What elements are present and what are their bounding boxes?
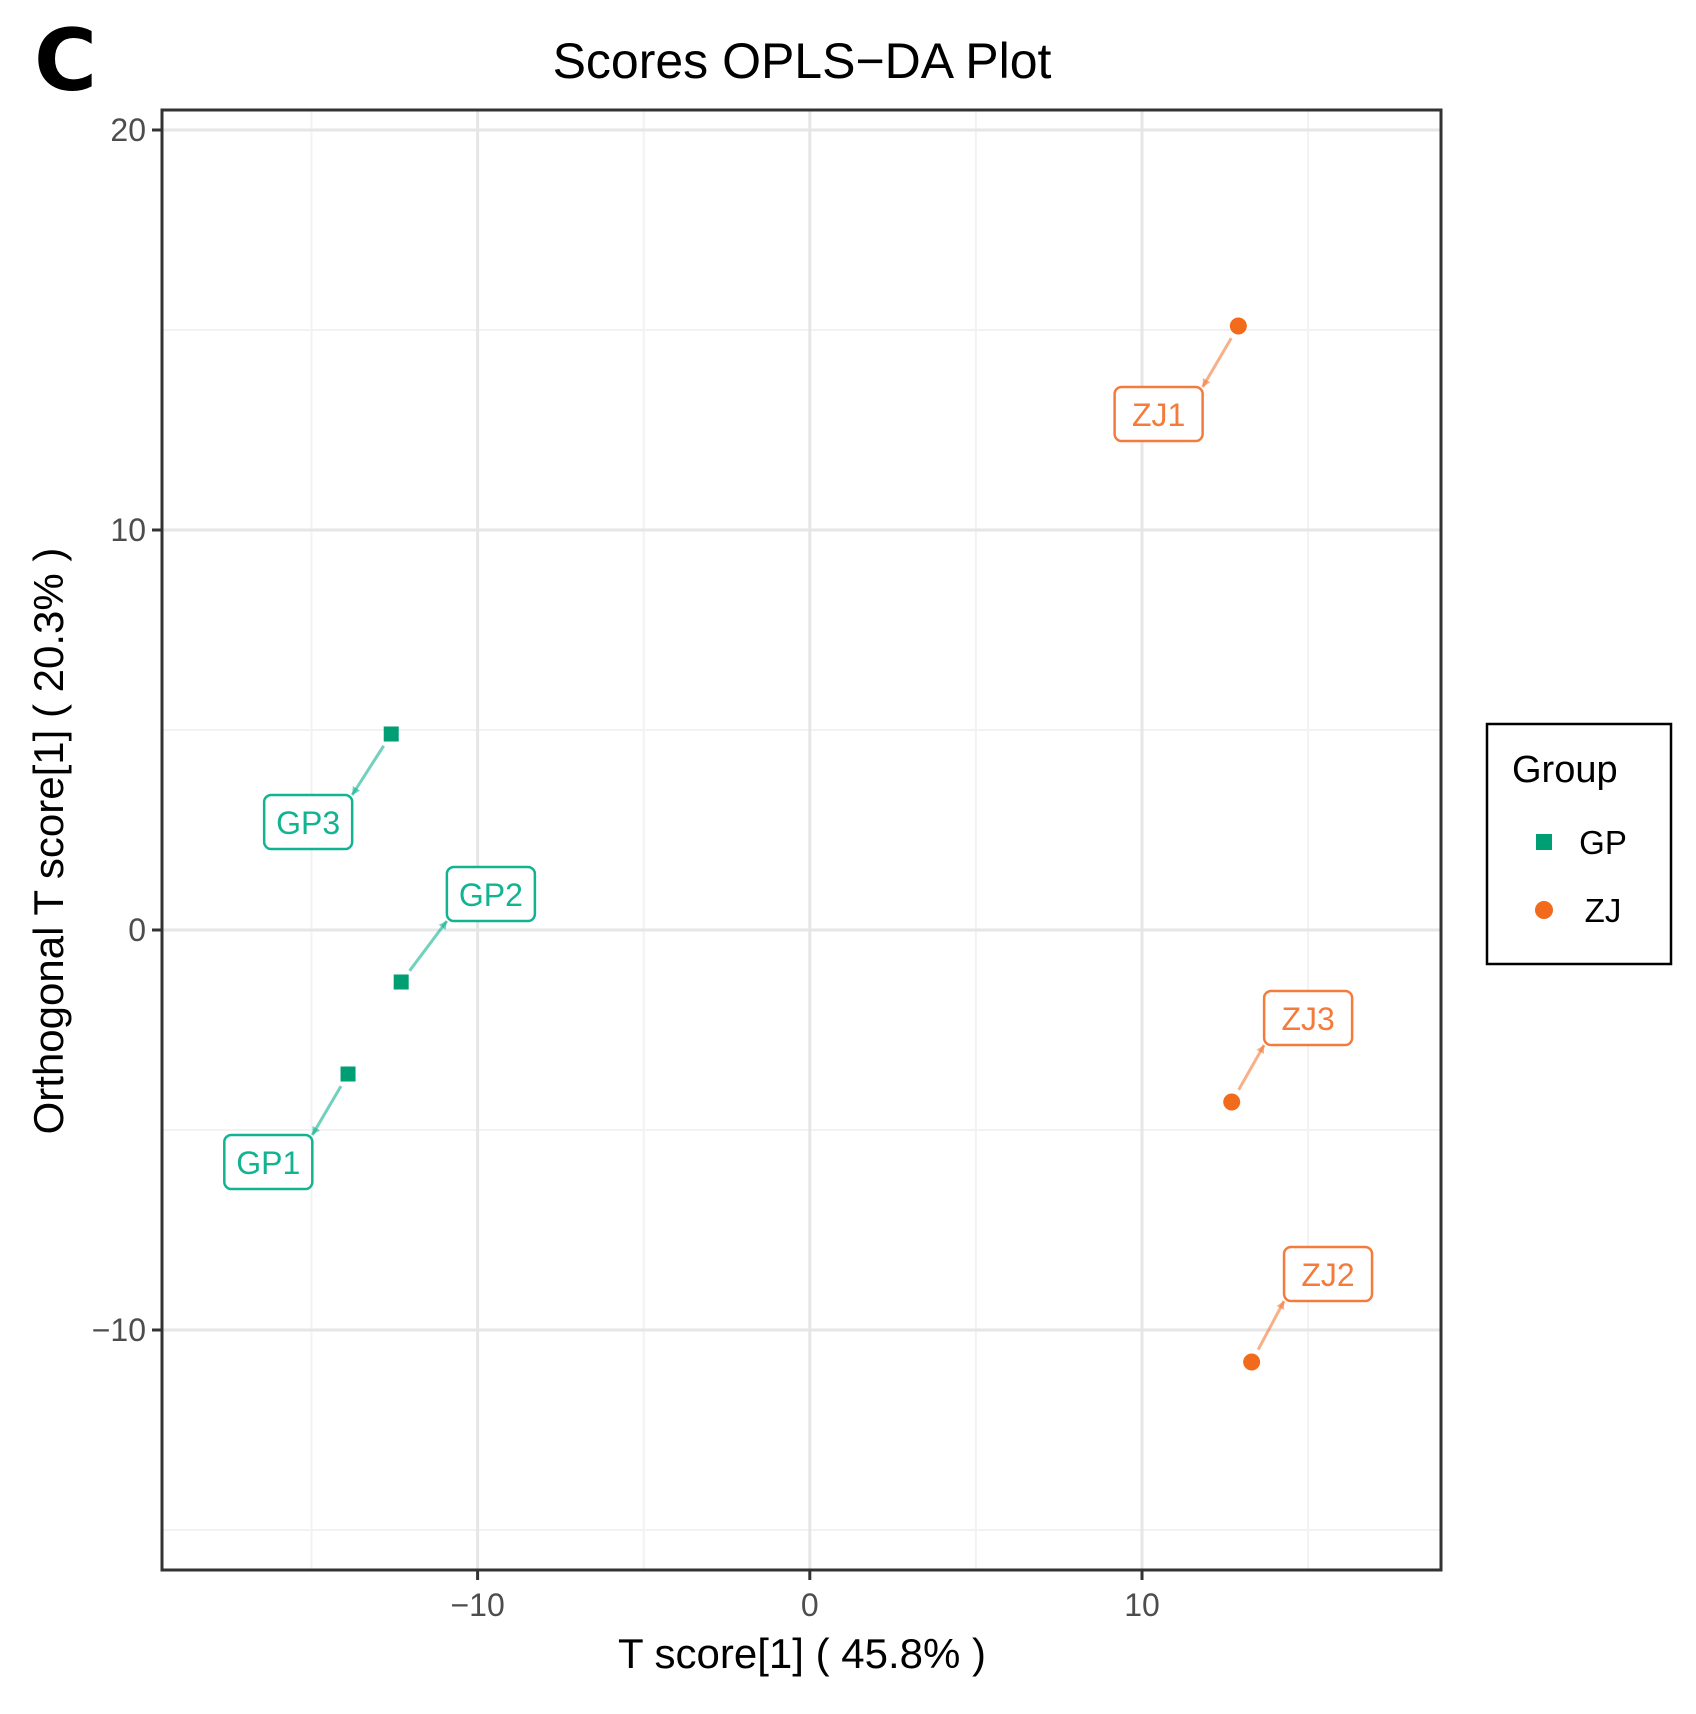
point-label: ZJ1 [1132, 397, 1185, 433]
point-label-box [1113, 385, 1204, 443]
point-marker [1243, 1353, 1261, 1371]
plot-background [162, 110, 1441, 1570]
connector-arrowhead [1276, 1301, 1285, 1310]
connector-arrowhead [1202, 378, 1211, 387]
point-label-box [445, 865, 537, 923]
label-connector [1201, 337, 1233, 388]
legend-title: Group [1512, 749, 1618, 791]
point-label-box [223, 1133, 314, 1191]
point-marker [393, 974, 409, 990]
y-tick-label: 10 [110, 512, 146, 548]
label-connector [1256, 1300, 1286, 1351]
point-label: GP1 [236, 1145, 300, 1181]
point-marker [1223, 1093, 1241, 1111]
point-label: GP2 [459, 877, 523, 913]
plot-border [160, 108, 1443, 1572]
panel-letter: C [34, 11, 98, 111]
legend-key-circle [1535, 901, 1553, 919]
label-connector [408, 920, 449, 972]
connector-arrowhead [438, 921, 447, 930]
x-tick-label: 0 [801, 1587, 819, 1623]
point-label-box [1262, 989, 1354, 1047]
x-tick-label: 10 [1124, 1587, 1160, 1623]
label-connector [311, 1085, 343, 1136]
y-tick-label: −10 [92, 1312, 146, 1348]
y-tick-label: 20 [110, 112, 146, 148]
legend-entry-label: GP [1579, 824, 1627, 861]
connector-arrowhead [312, 1126, 321, 1135]
label-connector [350, 744, 385, 796]
point-label: ZJ2 [1301, 1257, 1354, 1293]
legend-entry-label: ZJ [1585, 892, 1622, 929]
point-marker [1229, 317, 1247, 335]
point-label: ZJ3 [1281, 1001, 1334, 1037]
legend-key-square [1536, 834, 1552, 850]
point-marker [383, 726, 399, 742]
y-tick-label: 0 [128, 912, 146, 948]
x-axis-label: T score[1] ( 45.8% ) [618, 1630, 986, 1677]
chart-title: Scores OPLS−DA Plot [553, 33, 1052, 89]
connector-arrowhead [1256, 1045, 1265, 1054]
x-tick-label: −10 [450, 1587, 504, 1623]
point-label-box [262, 793, 354, 851]
label-connector [1237, 1044, 1266, 1091]
point-label: GP3 [276, 805, 340, 841]
point-label-box [1282, 1245, 1374, 1303]
y-axis-label: Orthogonal T score[1] ( 20.3% ) [25, 548, 72, 1135]
point-marker [340, 1066, 356, 1082]
connector-arrowhead [352, 786, 361, 795]
legend-box [1485, 722, 1673, 966]
